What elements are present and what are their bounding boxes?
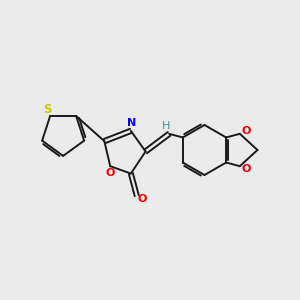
Text: S: S: [43, 103, 52, 116]
Text: N: N: [127, 118, 136, 128]
Text: O: O: [137, 194, 147, 204]
Text: O: O: [242, 164, 251, 173]
Text: H: H: [161, 121, 170, 130]
Text: O: O: [105, 168, 115, 178]
Text: O: O: [242, 126, 251, 136]
